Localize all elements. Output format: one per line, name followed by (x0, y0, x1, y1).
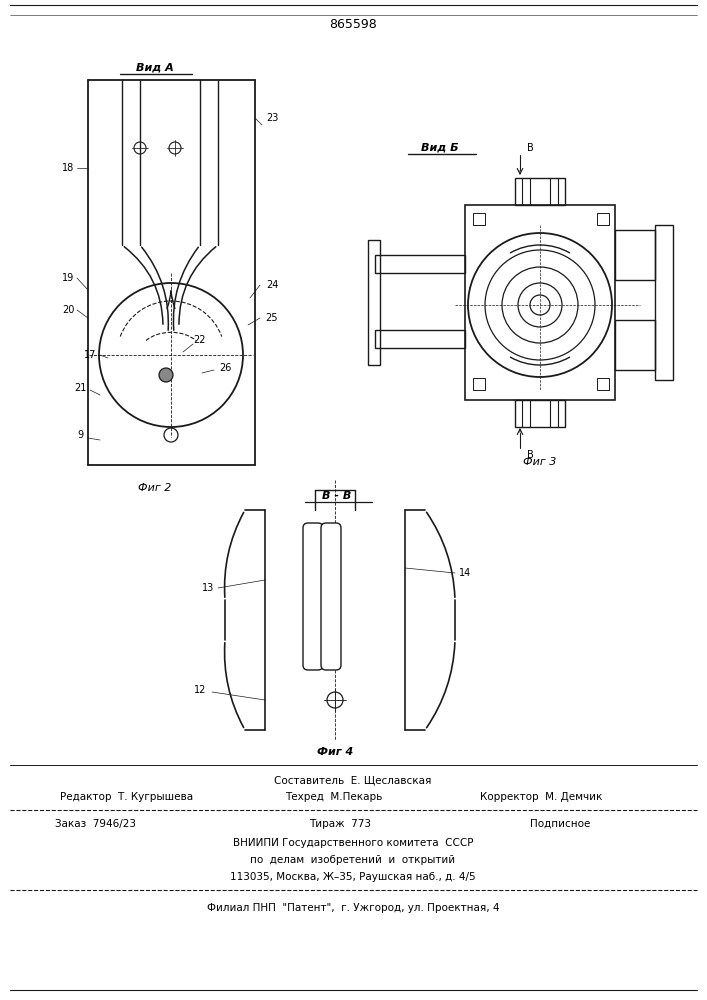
Text: 19: 19 (62, 273, 74, 283)
Text: Тираж  773: Тираж 773 (309, 819, 371, 829)
Text: 21: 21 (74, 383, 86, 393)
Text: по  делам  изобретений  и  открытий: по делам изобретений и открытий (250, 855, 455, 865)
Text: 26: 26 (218, 363, 231, 373)
Text: 20: 20 (62, 305, 74, 315)
Text: 14: 14 (459, 568, 471, 578)
Text: Вид А: Вид А (136, 63, 174, 73)
Text: Составитель  Е. Щеславская: Составитель Е. Щеславская (274, 775, 432, 785)
Text: Филиал ПНП  "Патент",  г. Ужгород, ул. Проектная, 4: Филиал ПНП "Патент", г. Ужгород, ул. Про… (206, 903, 499, 913)
FancyBboxPatch shape (321, 523, 341, 670)
Text: Фиг 3: Фиг 3 (523, 457, 556, 467)
Bar (615, 320, 655, 370)
Text: 17: 17 (84, 350, 96, 360)
Text: В: В (527, 143, 533, 153)
Bar (515, 400, 565, 427)
Bar (597, 378, 609, 390)
Text: 13: 13 (202, 583, 214, 593)
Text: 113035, Москва, Ж–35, Раушская наб., д. 4/5: 113035, Москва, Ж–35, Раушская наб., д. … (230, 872, 476, 882)
Text: В: В (527, 450, 533, 460)
Circle shape (159, 368, 173, 382)
Text: В - В: В - В (322, 491, 351, 501)
Text: Корректор  М. Демчик: Корректор М. Демчик (480, 792, 602, 802)
FancyBboxPatch shape (303, 523, 323, 670)
Bar (473, 213, 485, 225)
Text: 865598: 865598 (329, 18, 377, 31)
Text: Техред  М.Пекарь: Техред М.Пекарь (285, 792, 382, 802)
Bar (515, 178, 565, 205)
Text: 18: 18 (62, 163, 74, 173)
Bar (465, 205, 615, 400)
Text: Фиг 2: Фиг 2 (139, 483, 172, 493)
Bar (375, 255, 465, 273)
Text: 24: 24 (266, 280, 278, 290)
Text: 9: 9 (77, 430, 83, 440)
Text: Подписное: Подписное (530, 819, 590, 829)
Bar (655, 225, 673, 380)
Text: Заказ  7946/23: Заказ 7946/23 (55, 819, 136, 829)
Text: Редактор  Т. Кугрышева: Редактор Т. Кугрышева (60, 792, 193, 802)
Text: 22: 22 (194, 335, 206, 345)
Bar (615, 230, 655, 280)
Bar (473, 378, 485, 390)
Bar (375, 330, 465, 348)
Text: 23: 23 (266, 113, 278, 123)
Bar (368, 240, 380, 365)
Text: 25: 25 (266, 313, 279, 323)
Text: 12: 12 (194, 685, 206, 695)
Bar (597, 213, 609, 225)
Text: ВНИИПИ Государственного комитета  СССР: ВНИИПИ Государственного комитета СССР (233, 838, 473, 848)
Text: Фиг 4: Фиг 4 (317, 747, 353, 757)
Text: Вид Б: Вид Б (421, 143, 459, 153)
